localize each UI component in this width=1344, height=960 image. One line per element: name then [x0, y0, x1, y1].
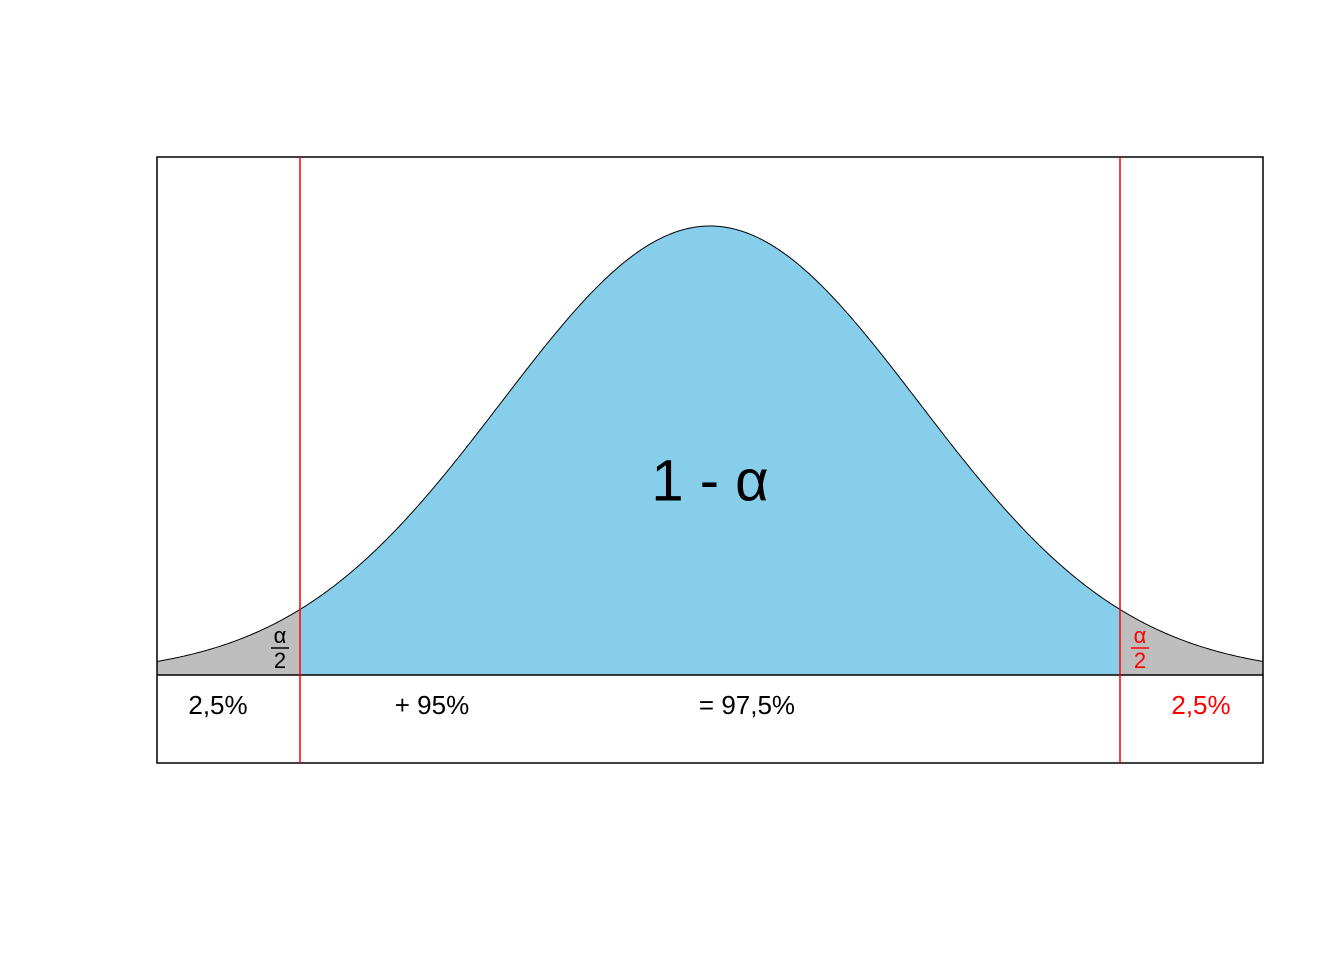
tail-numerator: α [1134, 623, 1147, 648]
density-curve [156, 225, 1264, 662]
bottom-label: = 97,5% [699, 690, 795, 720]
left-tail-area [157, 609, 300, 675]
tail-denominator: 2 [1134, 648, 1146, 673]
center-label: 1 - α [651, 448, 768, 513]
bottom-label: 2,5% [188, 690, 247, 720]
bottom-label: 2,5% [1171, 690, 1230, 720]
center-area [300, 226, 1120, 675]
bottom-label: + 95% [395, 690, 469, 720]
tail-denominator: 2 [274, 648, 286, 673]
frame [156, 156, 1264, 764]
right-tail-area [1120, 609, 1263, 675]
tail-numerator: α [274, 623, 287, 648]
curve-layer [156, 225, 1264, 675]
